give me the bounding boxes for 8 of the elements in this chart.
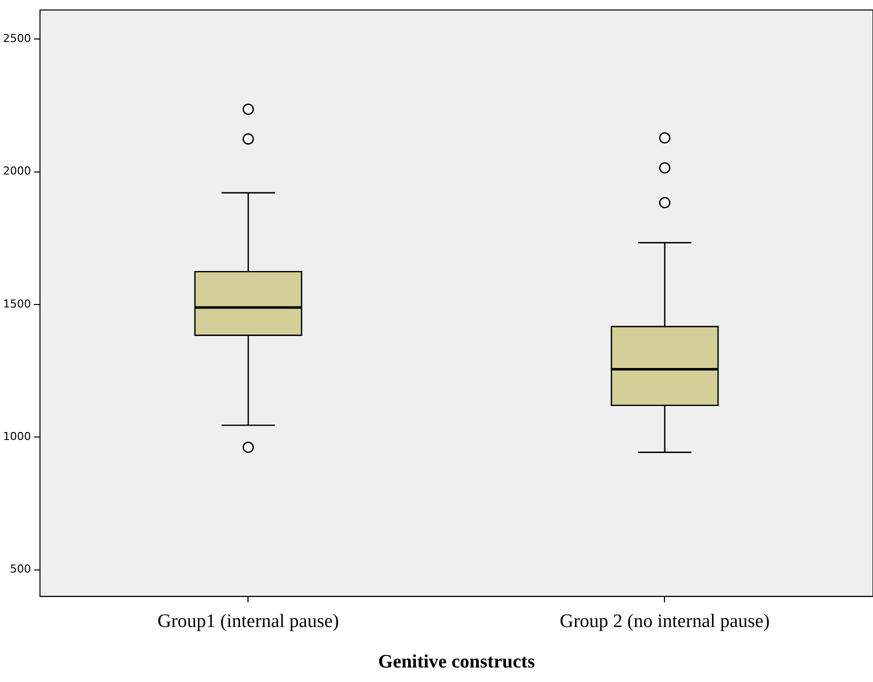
x-axis-title: Genitive constructs xyxy=(378,652,535,673)
x-tick-label: Group1 (internal pause) xyxy=(157,610,339,632)
x-tick-label: Group 2 (no internal pause) xyxy=(560,610,770,632)
y-tick-label: 1000 xyxy=(2,430,31,444)
y-tick-label: 500 xyxy=(10,562,31,576)
y-tick-label: 1500 xyxy=(2,297,31,310)
y-tick-label: 2500 xyxy=(2,32,31,46)
y-tick-label: 2000 xyxy=(2,164,31,178)
